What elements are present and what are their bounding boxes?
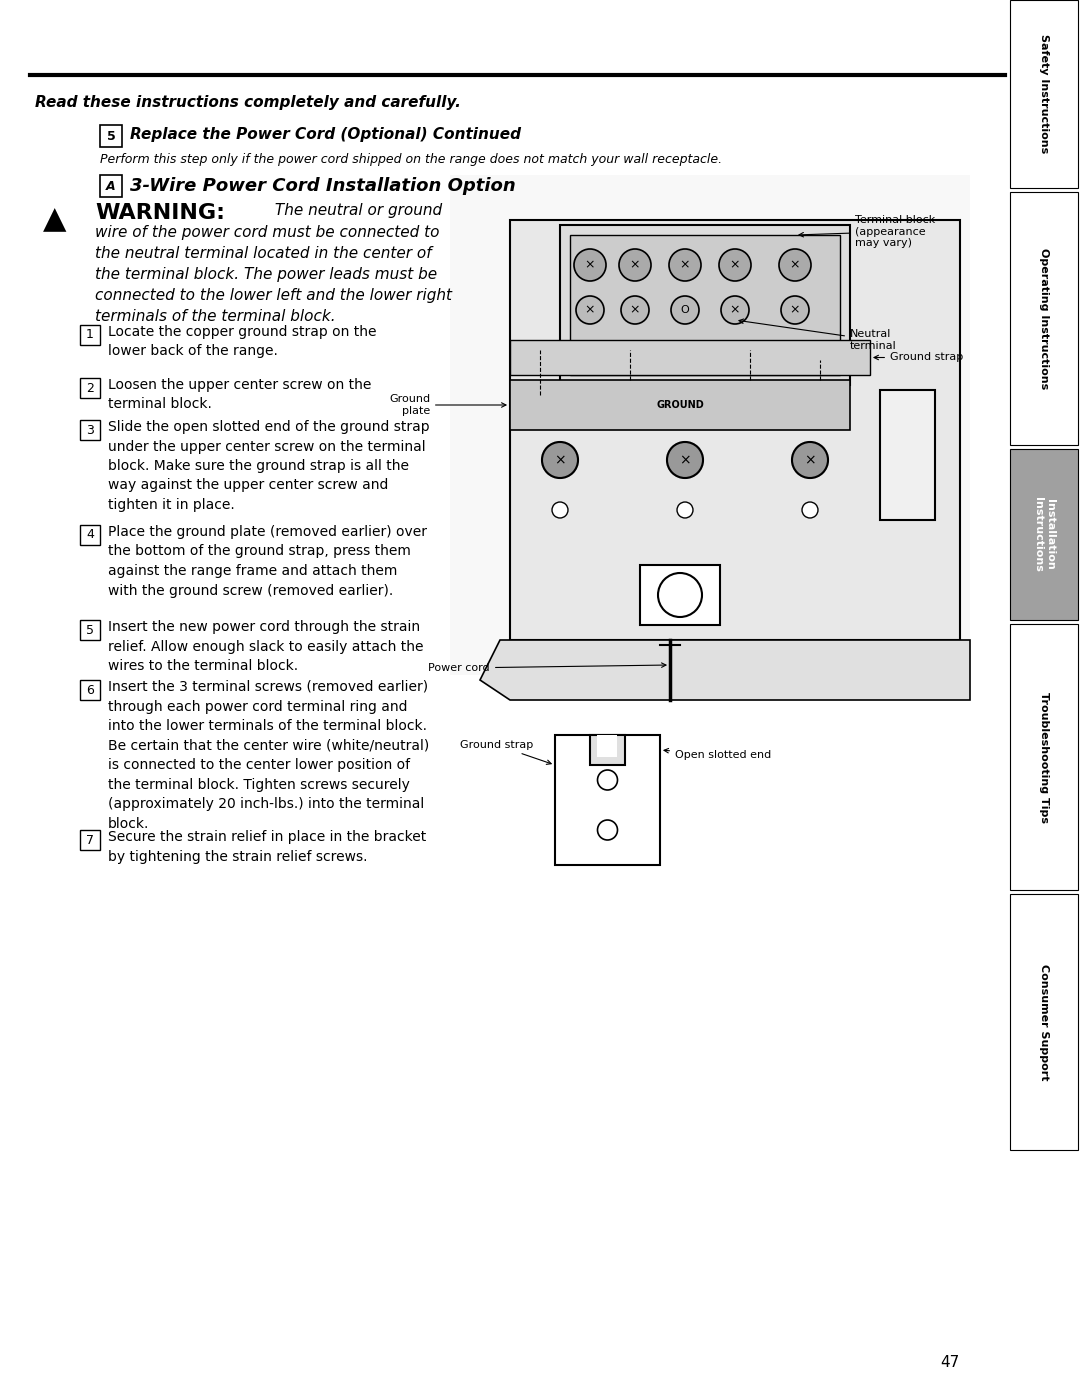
Bar	[880, 390, 935, 520]
Text: Ground strap: Ground strap	[874, 352, 963, 362]
Bar	[100, 124, 122, 147]
Text: ×: ×	[805, 453, 815, 467]
Bar	[510, 339, 870, 374]
Circle shape	[802, 502, 818, 518]
Text: 3: 3	[86, 423, 94, 436]
Text: ×: ×	[630, 258, 640, 271]
Circle shape	[677, 502, 693, 518]
Bar	[510, 380, 850, 430]
Bar	[1010, 624, 1078, 890]
Bar	[1010, 191, 1078, 446]
Text: ×: ×	[630, 303, 640, 317]
Polygon shape	[510, 219, 960, 640]
Text: A: A	[106, 179, 116, 193]
Circle shape	[597, 820, 618, 840]
Text: ×: ×	[679, 453, 691, 467]
Bar	[80, 326, 100, 345]
Bar	[80, 420, 100, 440]
Text: Replace the Power Cord (Optional) Continued: Replace the Power Cord (Optional) Contin…	[130, 127, 521, 142]
Text: 3-Wire Power Cord Installation Option: 3-Wire Power Cord Installation Option	[130, 177, 516, 196]
Circle shape	[667, 441, 703, 478]
Circle shape	[671, 296, 699, 324]
Text: Troubleshooting Tips: Troubleshooting Tips	[1039, 692, 1049, 823]
Bar	[80, 379, 100, 398]
Bar	[80, 680, 100, 700]
Text: Terminal block
(appearance
may vary): Terminal block (appearance may vary)	[799, 215, 935, 249]
Text: GROUND: GROUND	[657, 400, 704, 409]
Text: Ground
plate: Ground plate	[389, 394, 507, 416]
Text: Secure the strain relief in place in the bracket
by tightening the strain relief: Secure the strain relief in place in the…	[108, 830, 427, 863]
Circle shape	[669, 249, 701, 281]
Bar	[100, 175, 122, 197]
Bar	[597, 735, 617, 757]
Circle shape	[781, 296, 809, 324]
Text: Insert the 3 terminal screws (removed earlier)
through each power cord terminal : Insert the 3 terminal screws (removed ea…	[108, 680, 429, 830]
Text: Insert the new power cord through the strain
relief. Allow enough slack to easil: Insert the new power cord through the st…	[108, 620, 423, 673]
Text: ×: ×	[730, 303, 740, 317]
Circle shape	[573, 249, 606, 281]
Circle shape	[619, 249, 651, 281]
Text: 4: 4	[86, 528, 94, 542]
Bar	[80, 830, 100, 849]
Circle shape	[621, 296, 649, 324]
Text: ×: ×	[789, 303, 800, 317]
Circle shape	[597, 770, 618, 789]
Text: ▲: ▲	[43, 205, 67, 235]
Circle shape	[542, 441, 578, 478]
Text: Perform this step only if the power cord shipped on the range does not match you: Perform this step only if the power cord…	[100, 154, 723, 166]
Text: wire of the power cord must be connected to
the neutral terminal located in the : wire of the power cord must be connected…	[95, 225, 453, 324]
Circle shape	[719, 249, 751, 281]
Circle shape	[721, 296, 750, 324]
Text: Loosen the upper center screw on the
terminal block.: Loosen the upper center screw on the ter…	[108, 379, 372, 412]
Text: 5: 5	[107, 130, 116, 142]
Text: ×: ×	[584, 303, 595, 317]
Text: Open slotted end: Open slotted end	[664, 749, 771, 760]
Text: 1: 1	[86, 328, 94, 341]
Bar	[1010, 894, 1078, 1150]
Text: ×: ×	[554, 453, 566, 467]
Text: 5: 5	[86, 623, 94, 637]
Bar	[80, 525, 100, 545]
Circle shape	[576, 296, 604, 324]
Circle shape	[792, 441, 828, 478]
Text: Place the ground plate (removed earlier) over
the bottom of the ground strap, pr: Place the ground plate (removed earlier)…	[108, 525, 427, 598]
Text: Read these instructions completely and carefully.: Read these instructions completely and c…	[35, 95, 461, 110]
Text: O: O	[680, 305, 689, 314]
Text: Installation
Instructions: Installation Instructions	[1034, 497, 1055, 571]
Text: WARNING:: WARNING:	[95, 203, 225, 224]
Circle shape	[779, 249, 811, 281]
Text: ×: ×	[584, 258, 595, 271]
Text: 2: 2	[86, 381, 94, 394]
Bar	[1010, 448, 1078, 620]
Text: Operating Instructions: Operating Instructions	[1039, 247, 1049, 390]
Text: Consumer Support: Consumer Support	[1039, 964, 1049, 1080]
Text: 6: 6	[86, 683, 94, 697]
Text: Power cord: Power cord	[429, 664, 666, 673]
Text: ×: ×	[789, 258, 800, 271]
Bar	[555, 735, 660, 865]
Bar	[450, 175, 970, 675]
Text: 7: 7	[86, 834, 94, 847]
Bar	[590, 735, 625, 766]
Bar	[80, 620, 100, 640]
Text: ×: ×	[679, 258, 690, 271]
Text: Slide the open slotted end of the ground strap
under the upper center screw on t: Slide the open slotted end of the ground…	[108, 420, 430, 511]
Bar	[561, 225, 850, 386]
Circle shape	[552, 502, 568, 518]
Text: Neutral
terminal: Neutral terminal	[739, 319, 896, 351]
Text: Safety Instructions: Safety Instructions	[1039, 35, 1049, 154]
Text: 47: 47	[941, 1355, 960, 1370]
Bar	[640, 564, 720, 624]
Text: Ground strap: Ground strap	[460, 740, 551, 764]
Text: ×: ×	[730, 258, 740, 271]
Bar	[1010, 0, 1078, 189]
Text: The neutral or ground: The neutral or ground	[270, 203, 442, 218]
Polygon shape	[480, 640, 970, 700]
Bar	[570, 235, 840, 374]
Text: Locate the copper ground strap on the
lower back of the range.: Locate the copper ground strap on the lo…	[108, 326, 377, 359]
